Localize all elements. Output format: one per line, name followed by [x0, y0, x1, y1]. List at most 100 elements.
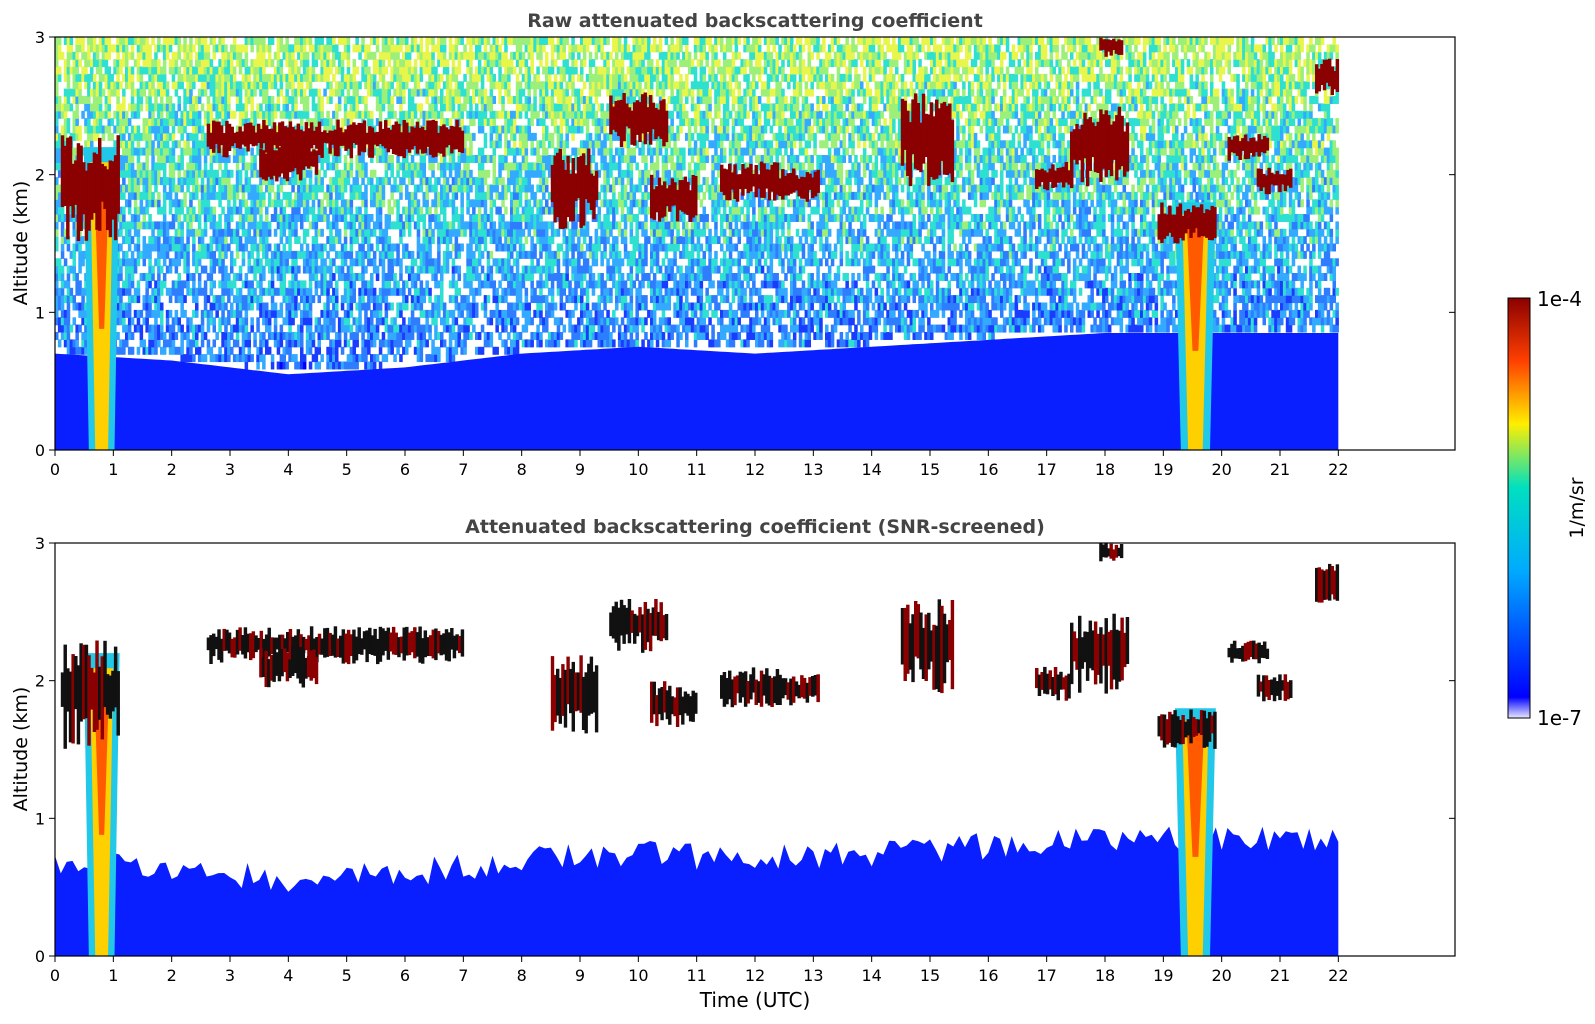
- noise-cell: [390, 51, 394, 60]
- noise-cell: [162, 199, 167, 208]
- noise-cell: [192, 44, 196, 53]
- noise-cell: [393, 243, 397, 252]
- noise-cell: [372, 169, 377, 178]
- noise-cell: [335, 332, 339, 340]
- noise-cell: [370, 155, 374, 163]
- noise-cell: [136, 155, 141, 163]
- noise-cell: [227, 339, 231, 348]
- noise-cell: [390, 250, 394, 259]
- noise-cell: [253, 258, 257, 267]
- noise-cell: [367, 228, 371, 237]
- noise-cell: [55, 302, 59, 311]
- noise-cell: [405, 339, 409, 348]
- noise-cell: [381, 51, 386, 60]
- noise-cell: [165, 155, 170, 163]
- noise-cell: [168, 332, 173, 340]
- noise-cell: [250, 317, 254, 326]
- noise-cell: [162, 140, 167, 149]
- noise-cell: [95, 96, 100, 104]
- noise-cell: [515, 250, 520, 259]
- noise-cell: [250, 81, 254, 90]
- noise-cell: [186, 258, 190, 267]
- noise-cell: [402, 280, 406, 289]
- noise-cell: [165, 118, 170, 127]
- noise-cell: [483, 302, 488, 311]
- noise-cell: [98, 37, 103, 45]
- noise-cell: [192, 169, 196, 178]
- noise-cell: [454, 287, 459, 296]
- noise-cell: [340, 169, 345, 178]
- noise-cell: [361, 302, 365, 311]
- noise-cell: [206, 295, 211, 304]
- noise-cell: [265, 317, 269, 326]
- noise-cell: [326, 147, 330, 156]
- noise-cell: [346, 265, 351, 274]
- noise-cell: [285, 81, 289, 90]
- noise-cell: [472, 96, 476, 104]
- noise-cell: [238, 214, 243, 222]
- noise-cell: [314, 118, 319, 127]
- noise-cell: [384, 214, 389, 222]
- noise-cell: [291, 169, 295, 178]
- noise-cell: [337, 66, 342, 75]
- noise-cell: [203, 88, 208, 97]
- noise-cell: [81, 309, 85, 318]
- noise-cell: [300, 177, 304, 186]
- noise-cell: [416, 265, 421, 274]
- noise-cell: [323, 44, 327, 53]
- noise-cell: [329, 66, 333, 75]
- noise-cell: [413, 59, 418, 68]
- noise-cell: [174, 51, 179, 60]
- noise-cell: [305, 184, 310, 193]
- noise-cell: [472, 206, 476, 215]
- noise-cell: [451, 309, 456, 318]
- noise-cell: [122, 324, 126, 333]
- noise-cell: [335, 214, 339, 222]
- noise-cell: [218, 162, 222, 171]
- noise-cell: [259, 110, 263, 119]
- noise-cell: [133, 295, 138, 304]
- noise-cell: [122, 96, 126, 104]
- noise-cell: [402, 81, 406, 90]
- noise-cell: [340, 81, 345, 90]
- noise-cell: [355, 258, 359, 267]
- noise-cell: [215, 258, 219, 267]
- noise-cell: [63, 236, 68, 245]
- noise-cell: [434, 66, 438, 75]
- noise-cell: [60, 103, 65, 112]
- noise-cell: [203, 118, 208, 127]
- noise-cell: [136, 110, 141, 119]
- noise-cell: [101, 73, 106, 82]
- noise-cell: [300, 37, 304, 45]
- noise-cell: [428, 184, 432, 193]
- noise-cell: [130, 295, 135, 304]
- noise-cell: [154, 199, 158, 208]
- noise-cell: [209, 110, 214, 119]
- noise-cell: [212, 324, 217, 333]
- noise-cell: [352, 177, 357, 186]
- noise-cell: [63, 324, 68, 333]
- noise-cell: [55, 295, 59, 304]
- noise-cell: [154, 88, 158, 97]
- noise-cell: [434, 73, 438, 82]
- noise-cell: [221, 258, 225, 267]
- noise-cell: [387, 332, 392, 340]
- noise-cell: [151, 309, 155, 318]
- noise-cell: [177, 324, 182, 333]
- noise-cell: [302, 59, 307, 68]
- noise-cell: [238, 324, 243, 333]
- noise-cell: [55, 243, 59, 252]
- noise-cell: [177, 295, 182, 304]
- noise-cell: [448, 44, 453, 53]
- noise-cell: [372, 302, 377, 311]
- noise-cell: [349, 309, 354, 318]
- noise-cell: [507, 88, 511, 97]
- noise-cell: [422, 59, 427, 68]
- noise-cell: [425, 317, 429, 326]
- noise-cell: [498, 81, 502, 90]
- noise-cell: [55, 184, 59, 193]
- noise-cell: [189, 162, 193, 171]
- noise-cell: [314, 228, 319, 237]
- noise-cell: [145, 309, 149, 318]
- noise-cell: [361, 44, 365, 53]
